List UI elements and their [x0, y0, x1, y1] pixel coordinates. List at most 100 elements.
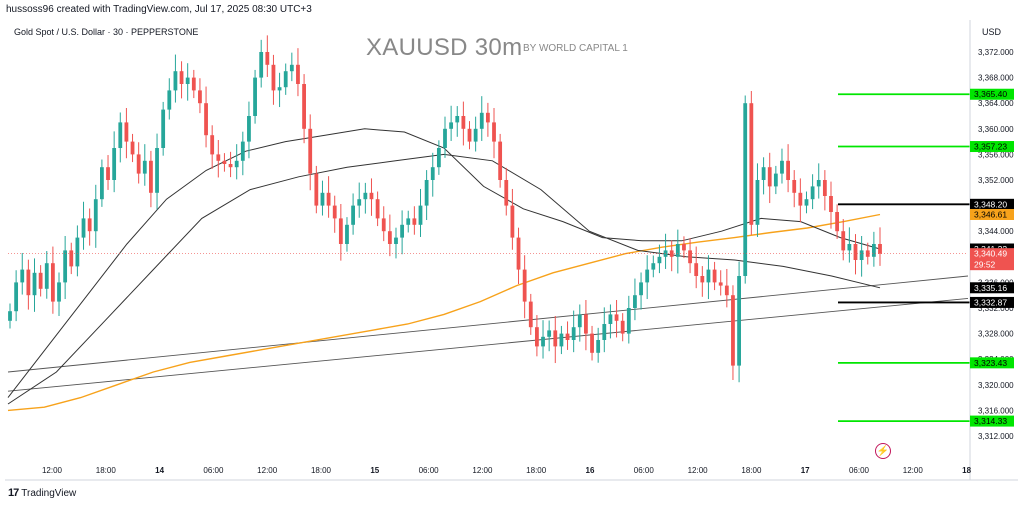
candle-body [81, 218, 86, 238]
candle-body [479, 112, 484, 129]
candle-body [351, 205, 355, 225]
attribution-text: hussoss96 created with TradingView.com, … [6, 4, 312, 15]
candle-body [87, 218, 92, 232]
x-tick-label: 06:00 [634, 466, 655, 475]
candle-body [204, 103, 208, 136]
candles [8, 35, 882, 383]
price-badge [970, 415, 1014, 427]
candle-body [314, 173, 319, 206]
candle-body [332, 205, 337, 219]
candle-body [565, 333, 570, 340]
candle-body [338, 218, 343, 244]
x-tick-label: 12:00 [688, 466, 709, 475]
candle-body [289, 64, 294, 72]
candle-body [651, 263, 656, 270]
candle-body [32, 272, 37, 296]
x-tick-label: 18:00 [741, 466, 762, 475]
candle-body [675, 244, 680, 257]
x-tick-label: 12:00 [257, 466, 278, 475]
candle-body [118, 122, 123, 148]
candle-body [228, 164, 233, 168]
candle-body [829, 196, 833, 212]
candle-body [871, 244, 876, 257]
y-tick-label: 3,332.000 [978, 304, 1014, 313]
candle-body [418, 205, 423, 225]
y-tick-label: 3,320.000 [978, 381, 1014, 390]
price-badge [970, 296, 1014, 308]
candle-body [296, 64, 300, 84]
price-badge-label: 3,314.33 [974, 416, 1007, 426]
candle-body [584, 314, 588, 334]
candle-body [406, 218, 411, 225]
price-badge-label: 3,340.49 [974, 249, 1007, 259]
candle-body [688, 250, 692, 264]
price-badge-label: 3,323.43 [974, 358, 1007, 368]
candle-body [461, 116, 466, 129]
candle-body [142, 160, 147, 174]
candle-body [847, 244, 852, 251]
candle-body [8, 311, 12, 321]
candle-body [222, 160, 227, 164]
symbol-line[interactable]: Gold Spot / U.S. Dollar · 30 · PEPPERSTO… [14, 27, 199, 37]
candle-body [577, 314, 582, 328]
candle-body [100, 167, 104, 200]
x-tick-label: 06:00 [419, 466, 440, 475]
candle-body [443, 128, 447, 148]
y-tick-label: 3,352.000 [978, 176, 1014, 185]
candle-body [253, 77, 257, 116]
candle-body [749, 103, 754, 225]
y-tick-label: 3,356.000 [978, 150, 1014, 159]
y-tick-label: 3,328.000 [978, 330, 1014, 339]
candle-body [14, 282, 19, 312]
candle-body [718, 282, 723, 286]
candle-body [424, 180, 429, 206]
candle-body [130, 141, 135, 155]
candle-body [467, 128, 472, 142]
candle-body [773, 173, 778, 187]
candle-body [277, 87, 282, 91]
candle-body [822, 180, 827, 196]
y-tick-label: 3,364.000 [978, 99, 1014, 108]
x-tick-label: 18:00 [311, 466, 332, 475]
y-tick-label: 3,368.000 [978, 74, 1014, 83]
candle-body [216, 154, 221, 161]
candle-body [259, 52, 264, 78]
candle-body [124, 122, 129, 142]
price-badge [970, 248, 1014, 271]
candle-body [136, 154, 141, 174]
x-tick-label: 12:00 [903, 466, 924, 475]
candle-body [602, 324, 607, 340]
tradingview-logo[interactable]: 17 TradingView [8, 487, 76, 499]
x-tick-label: 17 [801, 466, 810, 475]
tradingview-logo-icon: 17 [8, 487, 19, 499]
candle-body [387, 231, 392, 244]
y-tick-label: 3,360.000 [978, 125, 1014, 134]
candle-body [614, 314, 619, 321]
candle-body [608, 314, 613, 324]
candle-body [780, 160, 784, 174]
candle-body [498, 141, 503, 180]
candle-body [161, 109, 166, 148]
candle-body [357, 199, 362, 206]
candle-body [761, 167, 766, 180]
candle-body [541, 336, 545, 347]
candle-body [547, 330, 552, 337]
x-tick-label: 12:00 [472, 466, 493, 475]
x-tick-label: 12:00 [42, 466, 63, 475]
candle-body [455, 116, 460, 123]
candle-body [743, 103, 748, 276]
candle-body [75, 237, 80, 267]
candle-body [449, 122, 454, 129]
lightning-icon[interactable]: ⚡ [875, 443, 891, 459]
candle-body [639, 282, 643, 296]
candle-body [247, 116, 251, 142]
currency-label[interactable]: USD [982, 27, 1002, 37]
price-badge [970, 141, 1014, 153]
trendline [7, 297, 969, 392]
candle-body [878, 244, 882, 254]
price-badge [970, 88, 1014, 100]
candle-body [271, 64, 276, 91]
candle-body [804, 199, 809, 206]
